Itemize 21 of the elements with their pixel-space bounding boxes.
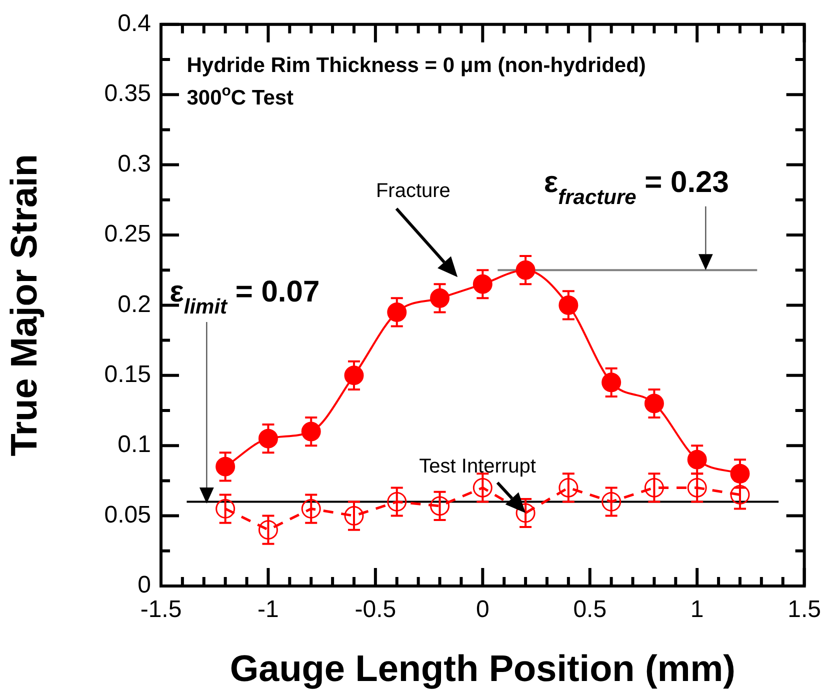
x-tick-label: 0 (476, 596, 490, 624)
annotation: Test Interrupt (419, 456, 536, 478)
x-tick-label: -1 (258, 596, 279, 624)
y-tick-label: 0.05 (104, 501, 151, 528)
x-axis-title: Gauge Length Position (mm) (230, 648, 736, 690)
y-tick-label: 0.25 (104, 220, 151, 248)
y-tick-label: 0.2 (118, 290, 151, 318)
y-tick-label: 0 (138, 572, 151, 599)
y-tick-label: 0.1 (118, 431, 151, 458)
x-tick-label: 1 (690, 596, 704, 624)
x-tick-label: 1.5 (788, 596, 822, 624)
annotation: Fracture (376, 180, 450, 202)
y-tick-label: 0.4 (118, 10, 151, 38)
annotation: Hydride Rim Thickness = 0 μm (non-hydrided) (186, 54, 646, 78)
y-axis-title: True Major Strain (3, 154, 44, 456)
y-tick-label: 0.35 (104, 80, 151, 108)
x-tick-label: 0.5 (573, 596, 607, 624)
x-tick-label: -0.5 (354, 596, 396, 624)
x-tick-label: -1.5 (140, 596, 182, 624)
y-tick-label: 0.3 (118, 150, 151, 178)
y-tick-label: 0.15 (104, 361, 151, 388)
